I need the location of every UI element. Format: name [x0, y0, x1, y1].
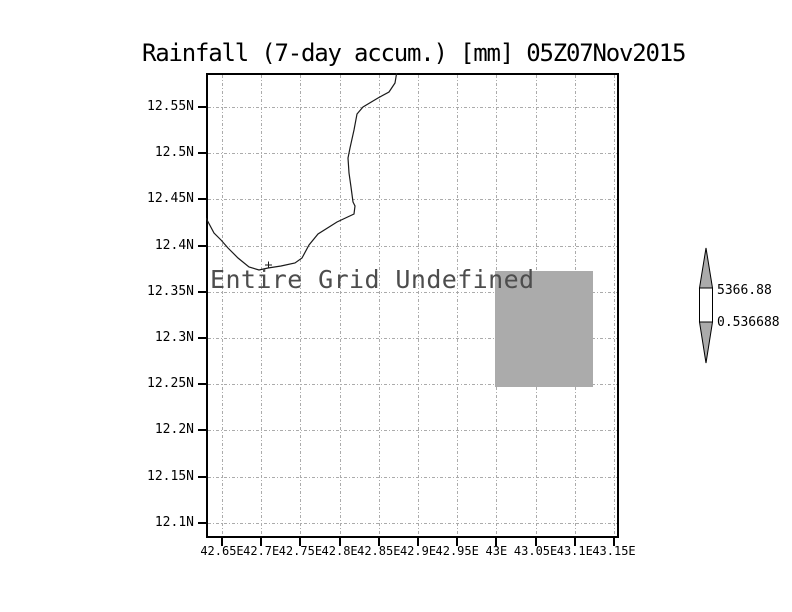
grid-vline: [418, 75, 419, 536]
x-tick: [377, 538, 380, 546]
y-tick: [198, 152, 206, 155]
x-tick: [534, 538, 537, 546]
grid-vline: [378, 75, 380, 536]
map-frame: Entire Grid Undefined: [198, 73, 619, 546]
y-axis-label: 12.55N: [147, 99, 194, 114]
x-tick: [299, 538, 302, 546]
x-tick: [221, 538, 223, 546]
y-axis-label: 12.35N: [147, 283, 194, 299]
colorbar: [696, 246, 716, 366]
x-axis-label: 43.05E: [513, 544, 558, 558]
y-axis-label: 12.25N: [147, 376, 194, 392]
x-tick: [573, 538, 576, 546]
grid-hline: [208, 476, 617, 478]
grid-hline: [208, 153, 617, 155]
y-axis-label: 12.5N: [154, 145, 194, 161]
colorbar-spindle: [698, 247, 714, 364]
colorbar-max-label: 5366.88: [717, 283, 772, 298]
grid-hline: [208, 384, 617, 386]
y-axis-label: 12.45N: [147, 191, 194, 207]
undefined-grid-label: Entire Grid Undefined: [210, 265, 535, 294]
colorbar-bottom-arrow: [698, 321, 714, 364]
grid-hline: [208, 291, 617, 293]
x-axis-label: 42.85E: [357, 544, 401, 558]
coastline-plus-marker: [265, 261, 272, 269]
y-tick: [198, 429, 206, 432]
x-tick: [613, 538, 615, 546]
grid-vline: [261, 75, 263, 536]
coastline-path: [206, 73, 398, 271]
y-tick: [198, 290, 206, 293]
x-tick: [417, 538, 419, 546]
grid-vline: [457, 75, 459, 536]
y-tick: [198, 521, 206, 524]
x-axis-label: 42.95E: [435, 544, 479, 558]
colorbar-mid-cell: [699, 287, 713, 323]
grid-vline: [222, 75, 223, 536]
y-tick: [198, 198, 206, 201]
x-tick: [338, 538, 341, 546]
grid-vline: [339, 75, 341, 536]
coastline: [206, 73, 398, 271]
y-tick: [198, 106, 206, 108]
y-tick: [198, 383, 206, 386]
colorbar-top-arrow: [698, 247, 714, 289]
x-axis-label: 42.8E: [321, 544, 358, 558]
colorbar-min-label: 0.536688: [717, 315, 780, 330]
y-tick: [198, 475, 206, 478]
x-axis-label: 42.7E: [243, 544, 280, 558]
grid-vline: [614, 75, 615, 536]
grid-hline: [208, 522, 617, 524]
grid-vline: [300, 75, 302, 536]
y-axis-label: 12.15N: [147, 468, 194, 484]
y-axis-label: 12.1N: [154, 514, 194, 530]
undefined-data-cell: [495, 271, 593, 387]
x-axis-label: 43E: [485, 544, 508, 558]
plot-title: Rainfall (7-day accum.) [mm] 05Z07Nov201…: [142, 39, 686, 67]
x-tick: [456, 538, 459, 546]
x-axis-label: 42.65E: [200, 544, 244, 558]
y-axis-label: 12.4N: [154, 237, 194, 253]
x-axis-label: 43.1E: [556, 544, 593, 558]
grid-hline: [208, 338, 617, 339]
x-tick: [260, 538, 263, 546]
y-axis-label: 12.2N: [154, 422, 194, 438]
grid-hline: [208, 107, 617, 108]
grid-hline: [208, 430, 617, 432]
x-axis-label: 42.75E: [278, 544, 323, 558]
grid-hline: [208, 199, 617, 201]
y-tick: [198, 337, 206, 339]
y-tick: [198, 244, 206, 247]
y-axis-label: 12.3N: [154, 330, 194, 345]
x-tick: [495, 538, 498, 546]
x-axis-label: 43.15E: [592, 544, 636, 558]
x-axis-label: 42.9E: [399, 544, 437, 558]
grid-hline: [208, 245, 617, 247]
